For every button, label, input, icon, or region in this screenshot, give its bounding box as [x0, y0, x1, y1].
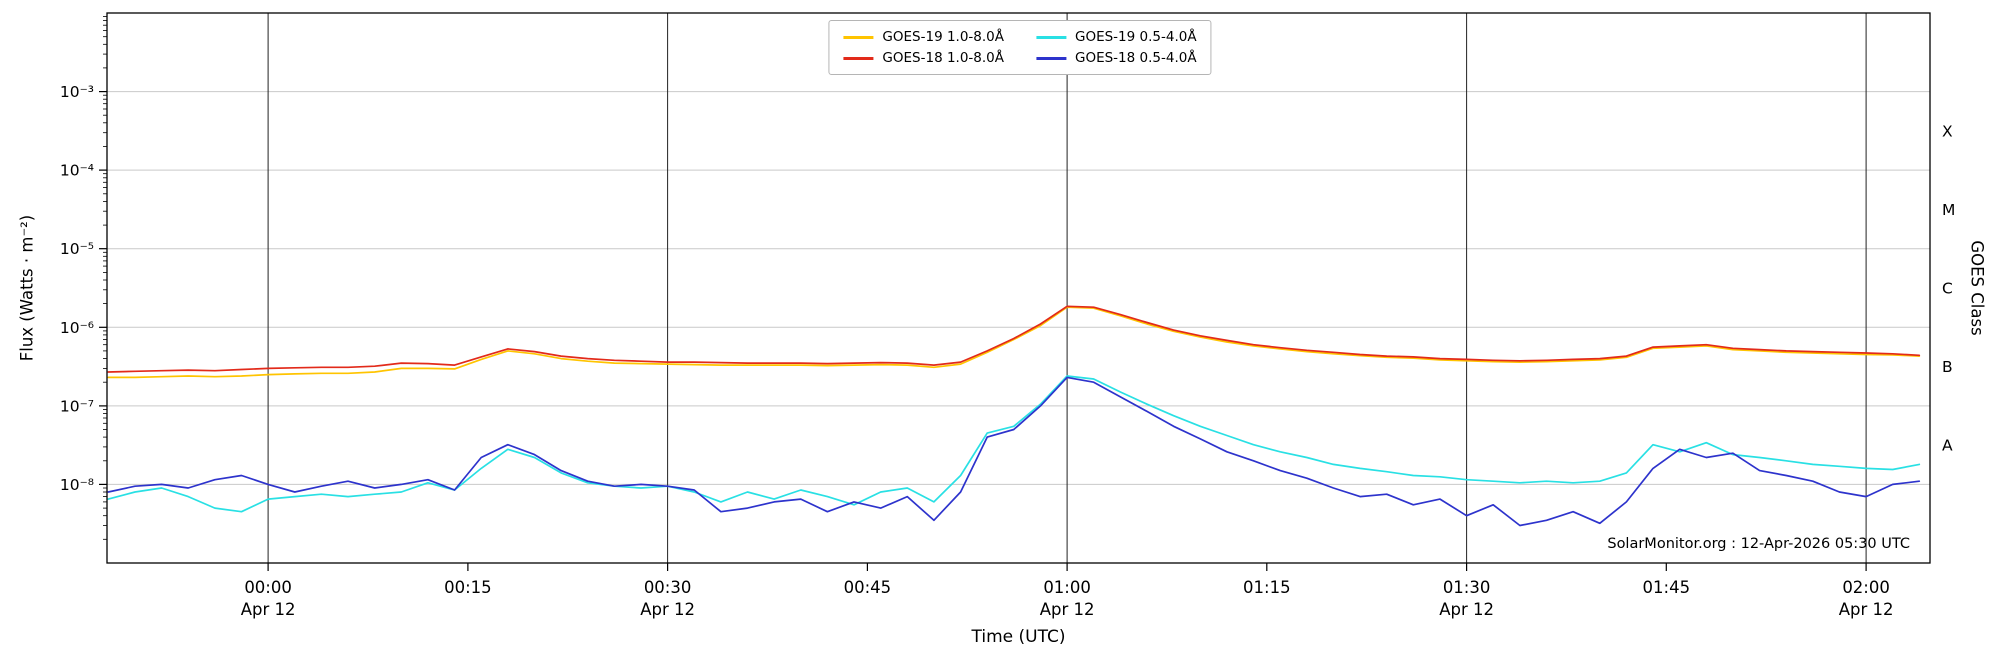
legend-item: GOES-19 0.5-4.0Å	[1036, 29, 1197, 45]
y-tick-label: 10⁻⁴	[60, 162, 94, 180]
x-tick-label: 02:00	[1842, 578, 1890, 597]
x-tick-label: 00:00	[244, 578, 292, 597]
x-tick-sublabel: Apr 12	[1839, 600, 1894, 619]
legend-label: GOES-19 0.5-4.0Å	[1075, 29, 1197, 45]
x-tick-label: 01:15	[1243, 578, 1291, 597]
legend-item: GOES-18 1.0-8.0Å	[843, 50, 1004, 66]
legend-label: GOES-19 1.0-8.0Å	[882, 29, 1004, 45]
y-tick-label: 10⁻⁸	[60, 476, 94, 494]
y-tick-label: 10⁻⁵	[60, 240, 94, 258]
x-tick-sublabel: Apr 12	[241, 600, 296, 619]
legend-swatch	[1036, 35, 1066, 39]
x-tick-label: 01:00	[1043, 578, 1091, 597]
watermark: SolarMonitor.org : 12-Apr-2026 05:30 UTC	[1607, 536, 1910, 552]
legend-label: GOES-18 0.5-4.0Å	[1075, 50, 1197, 66]
x-tick-label: 00:30	[644, 578, 692, 597]
legend-swatch	[843, 35, 874, 39]
x-axis-label: Time (UTC)	[971, 627, 1066, 647]
legend-label: GOES-18 1.0-8.0Å	[882, 50, 1004, 66]
plot-border	[106, 12, 1931, 564]
goes-class-letter: C	[1942, 280, 1953, 298]
legend-item: GOES-18 0.5-4.0Å	[1036, 50, 1197, 66]
series-goes18-short	[107, 376, 1921, 527]
x-tick-sublabel: Apr 12	[1040, 600, 1095, 619]
y-tick-label: 10⁻³	[60, 83, 94, 101]
y-tick-label: 10⁻⁷	[60, 397, 94, 415]
series-goes19-short	[107, 375, 1921, 513]
goes-class-letter: B	[1942, 358, 1953, 376]
x-tick-sublabel: Apr 12	[1439, 600, 1494, 619]
y-tick-label: 10⁻⁶	[60, 319, 94, 337]
series-goes18-long	[107, 305, 1921, 373]
legend-swatch	[843, 56, 874, 60]
x-tick-label: 00:15	[444, 578, 492, 597]
x-tick-label: 01:45	[1643, 578, 1691, 597]
series-goes19-long	[107, 306, 1921, 379]
legend: GOES-19 1.0-8.0Å GOES-19 0.5-4.0Å GOES-18 …	[828, 20, 1212, 75]
goes-class-letter: M	[1942, 201, 1955, 219]
x-tick-label: 00:45	[844, 578, 892, 597]
goes-class-axis-label: GOES Class	[1967, 240, 1987, 336]
goes-class-letter: A	[1942, 437, 1953, 455]
legend-item: GOES-19 1.0-8.0Å	[843, 29, 1004, 45]
x-tick-label: 01:30	[1443, 578, 1491, 597]
x-tick-sublabel: Apr 12	[640, 600, 695, 619]
goes-class-letter: X	[1942, 122, 1953, 140]
y-axis-label: Flux (Watts · m⁻²)	[17, 214, 37, 362]
legend-swatch	[1036, 56, 1066, 60]
